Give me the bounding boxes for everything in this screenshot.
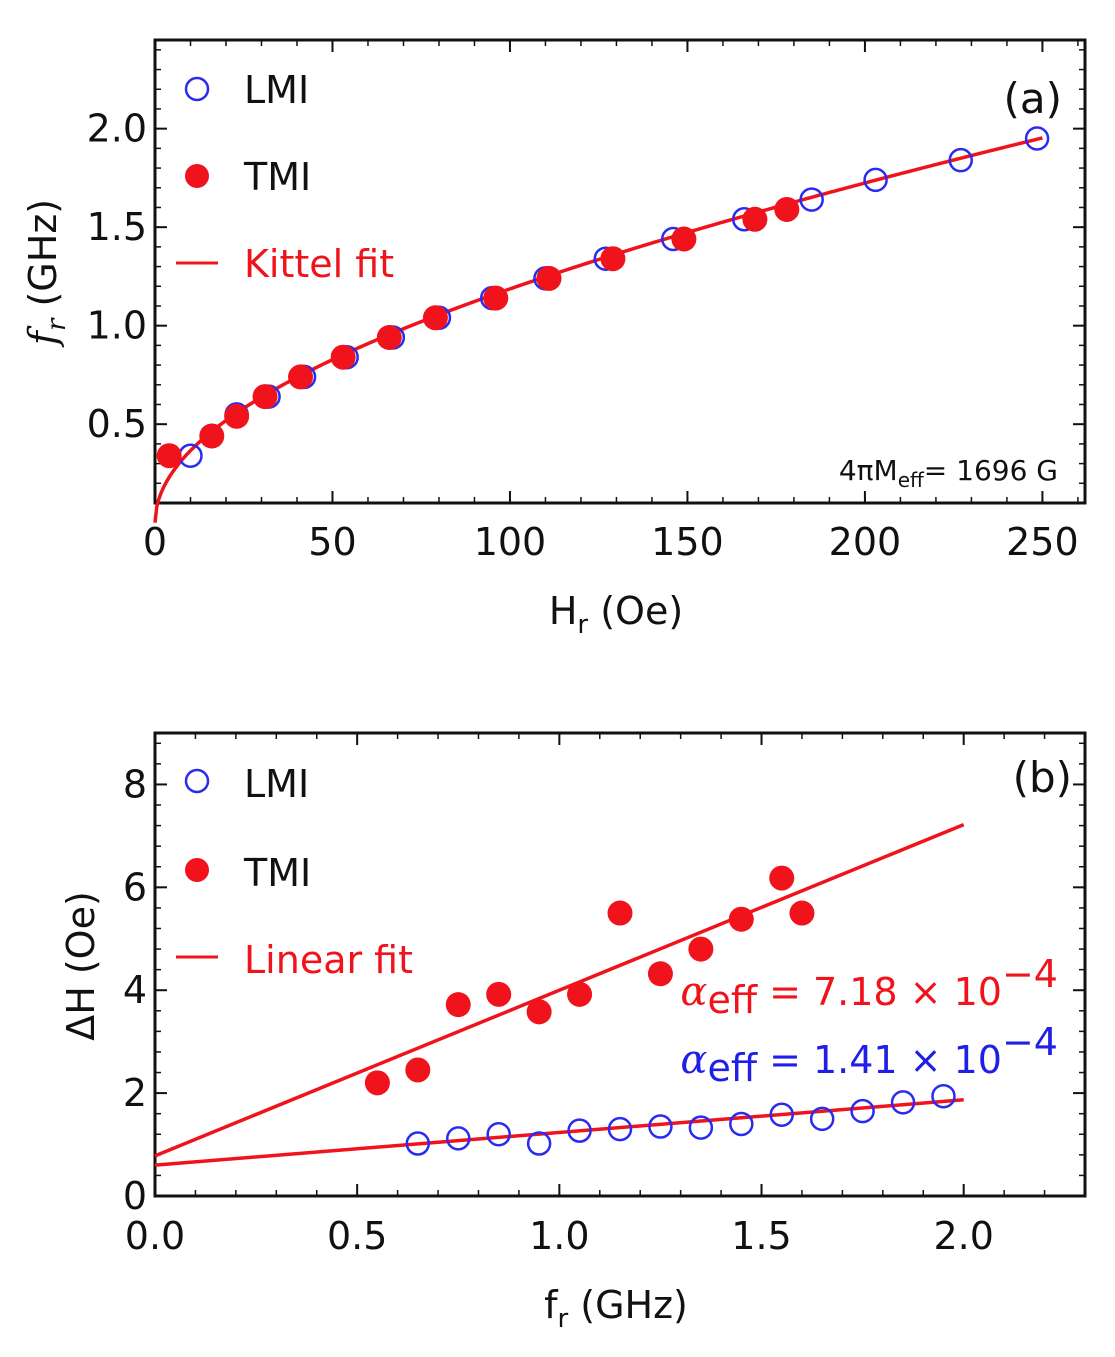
lmi-point-b xyxy=(890,1090,916,1115)
tmi-points-a xyxy=(156,196,800,469)
legend-fit-label-a: Kittel fit xyxy=(244,242,394,286)
tmi-point-a xyxy=(600,246,626,272)
fit-line-b xyxy=(154,1098,964,1167)
legend-tmi-marker-b xyxy=(185,858,209,882)
y-axis-title-b: ΔH (Oe) xyxy=(59,891,103,1041)
x-tick-label-a: 150 xyxy=(651,520,724,564)
x-tick-label-a: 50 xyxy=(308,520,356,564)
plot-frame-b xyxy=(153,731,1087,1198)
tmi-point-a xyxy=(483,285,509,311)
x-tick-label-b: 2.0 xyxy=(933,1214,993,1258)
tmi-point-a xyxy=(536,265,562,291)
tmi-point-a xyxy=(199,423,225,449)
tmi-point-a xyxy=(671,226,697,252)
lmi-point-a xyxy=(178,443,203,468)
meff-annotation: 4πMeff= 1696 G xyxy=(839,454,1058,492)
y-tick-label-b: 8 xyxy=(123,762,147,806)
lmi-point-b xyxy=(729,1111,754,1137)
x-tick-label-b: 1.5 xyxy=(731,1214,791,1258)
lmi-point-b xyxy=(648,1114,673,1139)
alpha-tmi-annotation: αeff = 7.18 × 10−4 xyxy=(680,952,1058,1022)
legend-lmi-label-b: LMI xyxy=(244,762,309,806)
tmi-point-a xyxy=(156,443,182,469)
y-tick-label-a: 2.0 xyxy=(87,107,147,151)
tmi-point-a xyxy=(330,344,356,370)
tmi-point-b xyxy=(607,900,633,926)
lmi-point-a xyxy=(1024,126,1050,151)
legend-lmi-label-a: LMI xyxy=(244,68,309,112)
legend-lmi-marker-a xyxy=(184,76,210,102)
lmi-points-b xyxy=(405,1083,956,1156)
tmi-point-b xyxy=(728,906,754,932)
tmi-point-b xyxy=(486,981,512,1007)
y-tick-label-b: 2 xyxy=(123,1071,147,1115)
y-axis-title-a: fr (GHz) xyxy=(21,199,72,348)
legend-tmi-label-a: TMI xyxy=(243,155,311,199)
lmi-point-b xyxy=(809,1106,835,1132)
y-tick-label-a: 0.5 xyxy=(87,402,147,446)
fit-line-b xyxy=(154,822,965,1158)
tmi-point-b xyxy=(445,992,471,1018)
tmi-point-a xyxy=(742,206,768,232)
lmi-point-a xyxy=(799,187,824,212)
tmi-point-b xyxy=(688,936,714,962)
x-tick-label-a: 0 xyxy=(143,520,167,564)
lmi-point-a xyxy=(948,147,974,173)
tmi-point-a xyxy=(774,196,800,222)
x-axis-title-a: Hr (Oe) xyxy=(549,589,683,640)
lmi-point-b xyxy=(769,1102,794,1127)
tmi-point-a xyxy=(288,364,314,390)
x-tick-label-a: 100 xyxy=(474,520,547,564)
x-axis-title-b: fr (GHz) xyxy=(544,1283,688,1334)
lmi-point-b xyxy=(446,1126,471,1151)
lmi-point-b xyxy=(526,1131,552,1156)
x-tick-label-b: 0.0 xyxy=(125,1214,185,1258)
lmi-point-b xyxy=(567,1118,592,1143)
y-tick-label-a: 1.0 xyxy=(87,304,147,348)
tmi-point-a xyxy=(422,305,448,331)
x-tick-label-a: 200 xyxy=(829,520,902,564)
tmi-point-b xyxy=(405,1057,431,1083)
lmi-point-b xyxy=(850,1098,875,1124)
legend-fit-label-b: Linear fit xyxy=(244,938,413,982)
lmi-point-a xyxy=(863,167,888,193)
y-tick-label-b: 4 xyxy=(123,968,147,1012)
lmi-point-b xyxy=(607,1116,633,1142)
x-tick-label-b: 0.5 xyxy=(327,1214,387,1258)
x-tick-label-a: 250 xyxy=(1006,520,1079,564)
legend-lmi-marker-b xyxy=(184,768,210,794)
tmi-point-b xyxy=(526,999,552,1025)
lmi-point-b xyxy=(931,1083,956,1109)
tmi-point-a xyxy=(376,325,402,351)
tmi-point-b xyxy=(364,1070,390,1096)
x-tick-label-b: 1.0 xyxy=(529,1214,589,1258)
panel-label-a: (a) xyxy=(1003,74,1062,123)
tmi-point-a xyxy=(252,384,278,410)
ticks-a: 0 50 100 150 200 250 0.5 1.0 1.5 2.0 xyxy=(87,40,1085,564)
tmi-point-a xyxy=(224,403,250,429)
tmi-point-b xyxy=(647,961,673,987)
y-tick-label-a: 1.5 xyxy=(87,205,147,249)
y-tick-label-b: 6 xyxy=(123,865,147,909)
lmi-point-b xyxy=(486,1122,511,1147)
tmi-point-b xyxy=(769,865,795,891)
ticks-b: 0.0 0.5 1.0 1.5 2.0 0 2 4 6 8 xyxy=(123,733,1086,1258)
lmi-point-b xyxy=(688,1115,714,1140)
tmi-point-b xyxy=(567,981,593,1007)
tmi-point-b xyxy=(789,900,815,926)
legend-tmi-label-b: TMI xyxy=(243,851,311,895)
alpha-lmi-annotation: αeff = 1.41 × 10−4 xyxy=(680,1020,1058,1090)
legend-tmi-marker-a xyxy=(185,164,209,188)
panel-label-b: (b) xyxy=(1013,753,1072,802)
lmi-point-b xyxy=(405,1131,431,1156)
panel-b: 0.0 0.5 1.0 1.5 2.0 0 2 4 6 8 (b) LMI TMI Linear … xyxy=(59,731,1087,1334)
y-tick-label-b: 0 xyxy=(123,1174,147,1218)
tmi-points-b xyxy=(364,865,815,1096)
plot-frame-a xyxy=(153,38,1087,505)
